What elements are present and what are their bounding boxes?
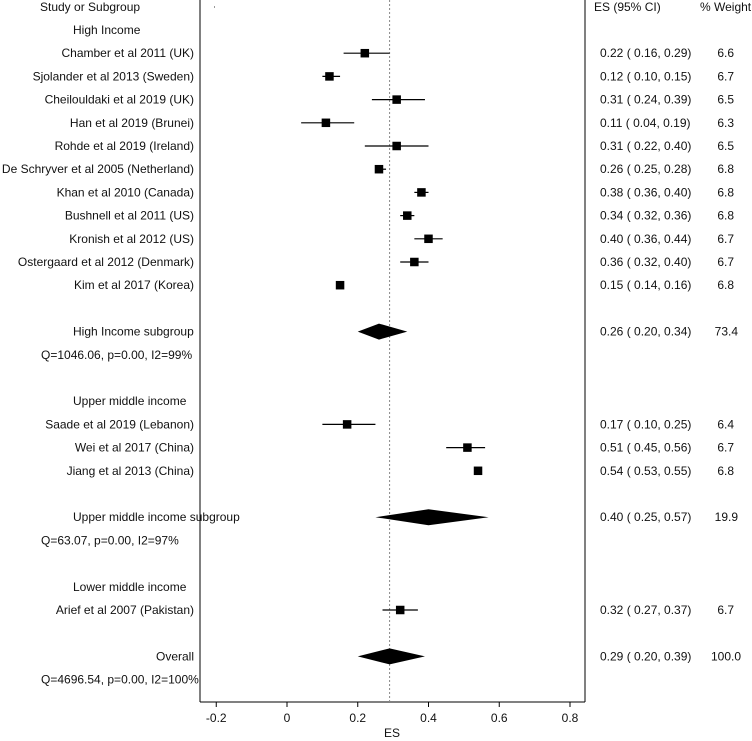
es-ci-text: 0.40 ( 0.36, 0.44) <box>600 232 691 246</box>
es-ci-text: 0.26 ( 0.25, 0.28) <box>600 162 691 176</box>
es-ci-text: 0.40 ( 0.25, 0.57) <box>600 510 691 524</box>
effect-size-marker <box>392 95 401 104</box>
weight-value: 19.9 <box>715 510 739 524</box>
effect-size-marker <box>374 164 384 174</box>
weight-value: 100.0 <box>711 649 741 663</box>
header-weight: % Weight <box>700 0 752 14</box>
effect-size-marker <box>417 188 426 197</box>
effect-size-marker <box>410 257 419 267</box>
weight-value: 6.7 <box>717 69 734 83</box>
es-ci-text: 0.17 ( 0.10, 0.25) <box>600 417 691 431</box>
study-label: Saade et al 2019 (Lebanon) <box>45 417 194 431</box>
es-ci-text: 0.54 ( 0.53, 0.55) <box>600 464 691 478</box>
effect-size-marker <box>325 72 334 81</box>
heterogeneity-stat: Q=4696.54, p=0.00, I2=100% <box>41 673 199 687</box>
study-label: Kim et al 2017 (Korea) <box>74 278 194 292</box>
effect-size-marker <box>395 605 405 615</box>
study-label: Bushnell et al 2011 (US) <box>65 209 194 223</box>
x-tick-label: -0.2 <box>206 711 227 725</box>
weight-value: 6.4 <box>717 417 734 431</box>
study-label: Arief et al 2007 (Pakistan) <box>56 603 194 617</box>
study-label: Han et al 2019 (Brunei) <box>70 116 194 130</box>
es-ci-text: 0.26 ( 0.20, 0.34) <box>600 325 691 339</box>
study-label: Khan et al 2010 (Canada) <box>57 185 194 199</box>
weight-value: 6.7 <box>717 441 734 455</box>
weight-value: 6.3 <box>717 116 734 130</box>
effect-size-marker <box>335 280 345 290</box>
effect-size-marker <box>473 466 483 476</box>
x-tick-label: 0.4 <box>420 711 437 725</box>
es-ci-text: 0.51 ( 0.45, 0.56) <box>600 441 691 455</box>
es-ci-text: 0.12 ( 0.10, 0.15) <box>600 69 691 83</box>
study-label: Wei et al 2017 (China) <box>75 441 194 455</box>
group-heading: Lower middle income <box>73 580 187 594</box>
overall-label: Overall <box>156 649 194 663</box>
weight-value: 6.7 <box>717 232 734 246</box>
effect-size-marker <box>360 48 370 58</box>
weight-value: 6.8 <box>717 278 734 292</box>
x-tick-label: 0.8 <box>562 711 579 725</box>
heterogeneity-stat: Q=1046.06, p=0.00, I2=99% <box>41 348 192 362</box>
es-ci-text: 0.38 ( 0.36, 0.40) <box>600 185 691 199</box>
weight-value: 6.8 <box>717 185 734 199</box>
weight-value: 6.8 <box>717 209 734 223</box>
study-label: Ostergaard et al 2012 (Denmark) <box>18 255 194 269</box>
group-heading: Upper middle income <box>73 394 187 408</box>
weight-value: 6.7 <box>717 255 734 269</box>
study-label: De Schryver et al 2005 (Netherland) <box>2 162 194 176</box>
subgroup-diamond <box>357 323 408 340</box>
study-label: Cheilouldaki et al 2019 (UK) <box>45 93 194 107</box>
group-heading: High Income <box>73 23 141 37</box>
es-ci-text: 0.22 ( 0.16, 0.29) <box>600 46 691 60</box>
es-ci-text: 0.32 ( 0.27, 0.37) <box>600 603 691 617</box>
x-axis-label: ES <box>384 726 400 740</box>
es-ci-text: 0.15 ( 0.14, 0.16) <box>600 278 691 292</box>
heterogeneity-stat: Q=63.07, p=0.00, I2=97% <box>41 533 179 547</box>
effect-size-marker <box>392 141 401 151</box>
weight-value: 6.5 <box>717 93 734 107</box>
x-axis: -0.2 0 0.2 0.4 0.6 0.8 <box>206 702 579 725</box>
forest-rows: High Income Chamber et al 2011 (UK) 0.22 (… <box>2 23 741 687</box>
effect-size-marker <box>463 443 472 452</box>
effect-size-marker <box>321 118 331 128</box>
header-study: Study or Subgroup <box>40 0 140 14</box>
study-label: Jiang et al 2013 (China) <box>67 464 194 478</box>
weight-value: 6.8 <box>717 464 734 478</box>
effect-size-marker <box>403 211 412 220</box>
x-tick-label: 0.2 <box>349 711 366 725</box>
subgroup-label: High Income subgroup <box>73 325 194 339</box>
es-ci-text: 0.31 ( 0.24, 0.39) <box>600 93 691 107</box>
es-ci-text: 0.36 ( 0.32, 0.40) <box>600 255 691 269</box>
header-es-ci: ES (95% CI) <box>594 0 661 14</box>
es-ci-text: 0.29 ( 0.20, 0.39) <box>600 649 691 663</box>
study-label: Sjolander et al 2013 (Sweden) <box>33 69 194 83</box>
es-ci-text: 0.31 ( 0.22, 0.40) <box>600 139 691 153</box>
effect-size-marker <box>342 420 352 429</box>
weight-value: 6.8 <box>717 162 734 176</box>
weight-value: 6.6 <box>717 46 734 60</box>
effect-size-marker <box>424 234 433 244</box>
weight-value: 6.5 <box>717 139 734 153</box>
es-ci-text: 0.11 ( 0.04, 0.19) <box>600 116 691 130</box>
x-tick-label: 0 <box>284 711 291 725</box>
subgroup-label: Upper middle income subgroup <box>73 510 240 524</box>
weight-value: 73.4 <box>715 325 739 339</box>
subgroup-diamond <box>375 509 489 526</box>
es-ci-text: 0.34 ( 0.32, 0.36) <box>600 209 691 223</box>
x-tick-label: 0.6 <box>491 711 508 725</box>
study-label: Kronish et al 2012 (US) <box>69 232 194 246</box>
study-label: Chamber et al 2011 (UK) <box>61 46 194 60</box>
weight-value: 6.7 <box>717 603 734 617</box>
overall-diamond <box>357 648 425 665</box>
study-label: Rohde et al 2019 (Ireland) <box>55 139 194 153</box>
